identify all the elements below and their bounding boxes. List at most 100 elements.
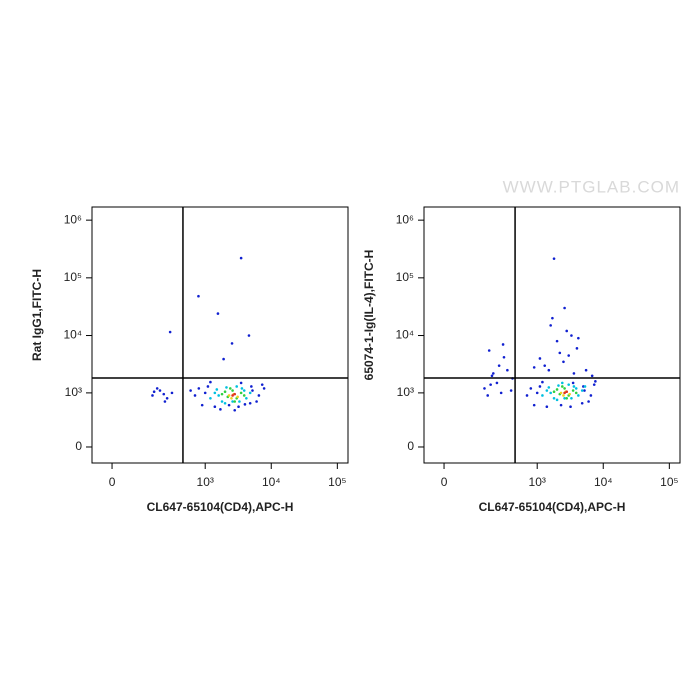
event-dot xyxy=(203,391,207,395)
event-dot xyxy=(584,368,588,372)
event-dot xyxy=(247,334,251,337)
x-tick-label: 10⁴ xyxy=(262,475,281,489)
event-dot xyxy=(206,385,210,388)
event-dot xyxy=(570,396,573,400)
event-dot xyxy=(213,405,217,409)
event-dot xyxy=(223,390,227,393)
event-dot xyxy=(555,398,559,402)
event-dot xyxy=(236,395,239,399)
event-dot xyxy=(555,388,559,391)
event-dot xyxy=(571,389,575,392)
event-dot xyxy=(213,391,217,395)
event-dot xyxy=(541,394,544,397)
x-tick-label: 0 xyxy=(109,475,116,489)
event-dot xyxy=(583,385,587,388)
event-dot xyxy=(563,387,566,390)
event-dot xyxy=(492,372,495,375)
event-dot xyxy=(558,351,562,355)
event-dot xyxy=(580,389,584,392)
event-dot xyxy=(227,403,231,407)
y-tick-label: 10³ xyxy=(397,385,414,399)
event-dot xyxy=(255,400,258,403)
event-dot xyxy=(487,349,491,352)
event-dot xyxy=(549,324,552,327)
event-dot xyxy=(209,396,212,400)
y-axis-title: Rat IgG1,FITC-H xyxy=(30,269,44,361)
x-axis-title: CL647-65104(CD4),APC-H xyxy=(147,500,294,514)
event-dot xyxy=(495,381,499,385)
event-dot xyxy=(248,401,252,405)
event-dot xyxy=(501,343,505,346)
event-dot xyxy=(563,396,566,400)
event-dot xyxy=(563,306,566,310)
event-dot xyxy=(502,355,506,359)
event-dot xyxy=(168,330,172,334)
event-dot xyxy=(222,357,225,361)
event-dot xyxy=(248,391,252,395)
y-tick-label: 10³ xyxy=(65,385,82,399)
event-dot xyxy=(583,389,586,392)
x-tick-label: 10⁵ xyxy=(660,475,678,489)
event-dot xyxy=(151,394,154,397)
event-dot xyxy=(243,403,247,406)
event-dot xyxy=(532,366,536,369)
event-dot xyxy=(239,256,243,260)
event-dot xyxy=(217,394,220,397)
x-tick-label: 10³ xyxy=(197,475,214,489)
event-dot xyxy=(239,391,243,395)
event-dot xyxy=(216,312,220,315)
event-dot xyxy=(242,394,246,397)
event-dot xyxy=(193,394,197,397)
event-dot xyxy=(262,387,266,390)
event-dot xyxy=(257,394,261,397)
event-dot xyxy=(238,400,241,403)
event-dot xyxy=(571,381,575,385)
event-dot xyxy=(237,405,240,409)
y-tick-label: 10⁵ xyxy=(64,270,82,284)
y-tick-label: 10⁶ xyxy=(396,212,414,226)
event-dot xyxy=(231,400,234,403)
event-dot xyxy=(541,380,544,384)
event-dot xyxy=(565,329,569,333)
event-dot xyxy=(490,374,494,378)
event-dot xyxy=(529,387,533,390)
y-tick-label: 0 xyxy=(407,439,414,453)
event-dot xyxy=(233,408,237,412)
event-dot xyxy=(538,357,542,360)
event-dot xyxy=(575,347,579,350)
x-tick-label: 10⁴ xyxy=(594,475,613,489)
event-dot xyxy=(562,360,565,364)
event-dot xyxy=(589,394,593,397)
event-dot xyxy=(555,339,559,343)
event-dot xyxy=(233,400,237,403)
event-dot xyxy=(506,368,509,372)
y-tick-label: 10⁶ xyxy=(64,212,82,226)
event-dot xyxy=(572,385,576,388)
event-dot xyxy=(580,401,584,405)
event-dot xyxy=(532,403,536,407)
event-dot xyxy=(219,408,222,411)
event-dot xyxy=(489,383,492,386)
event-dot xyxy=(587,400,590,403)
plot: 0 10³ 10⁴ 10⁵ 0 10³ 10⁴ 10⁵ 10⁶ CL647-65104(CD4),… xyxy=(30,206,349,514)
event-dot xyxy=(228,387,232,390)
event-dot xyxy=(497,364,501,367)
event-dot xyxy=(152,390,156,393)
event-dot xyxy=(525,394,529,397)
event-dot xyxy=(162,392,166,396)
event-dot xyxy=(549,391,552,395)
event-dot xyxy=(260,383,264,386)
event-dot xyxy=(158,389,162,392)
event-dot xyxy=(230,342,234,345)
event-dot xyxy=(543,364,547,367)
event-dot xyxy=(231,389,234,392)
y-tick-label: 10⁴ xyxy=(395,328,414,342)
event-dot xyxy=(499,391,503,395)
y-axis-title: 65074-1-Ig(IL-4),FITC-H xyxy=(362,250,376,381)
event-dot xyxy=(155,387,159,390)
event-dot xyxy=(230,396,233,400)
event-dot xyxy=(560,381,564,385)
event-dot xyxy=(245,396,248,400)
event-dot xyxy=(590,374,594,378)
x-tick-label: 0 xyxy=(441,475,448,489)
